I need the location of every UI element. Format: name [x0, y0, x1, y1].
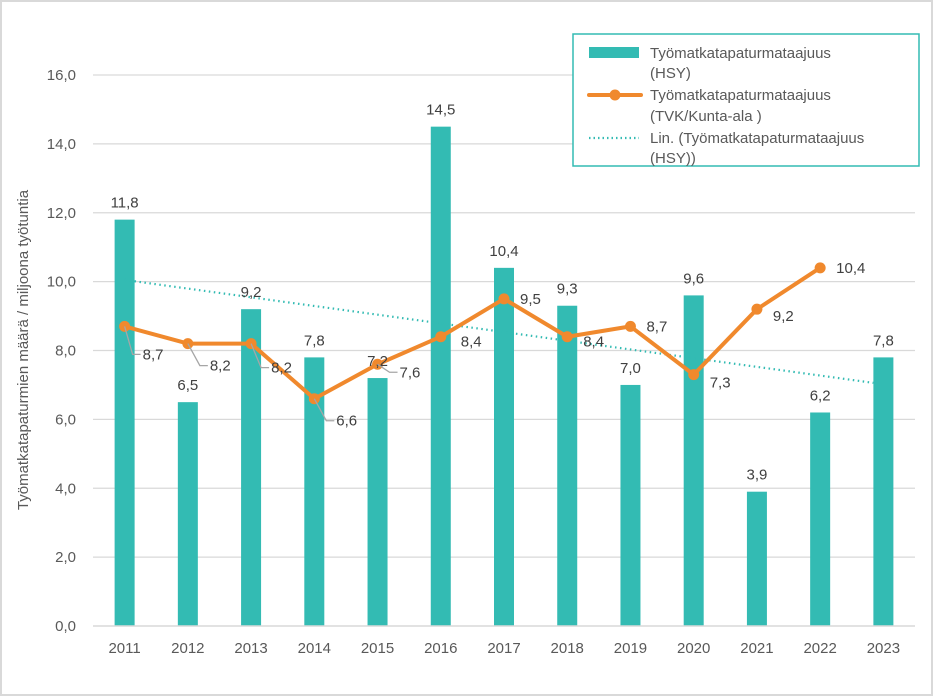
legend: Työmatkatapaturmataajuus (HSY) Työmatkat…	[572, 33, 920, 167]
line-marker	[751, 303, 763, 315]
x-tick-label: 2018	[551, 640, 584, 657]
trendline	[124, 278, 874, 384]
bar	[810, 412, 831, 626]
bar-data-label: 6,2	[810, 387, 831, 404]
x-tick-label: 2019	[614, 640, 647, 657]
y-tick-label: 6,0	[55, 411, 76, 428]
y-axis-ticks: 0,0 2,0 4,0 6,0 8,0 10,0 12,0 14,0 16,0	[47, 67, 76, 635]
y-tick-label: 12,0	[47, 205, 76, 222]
bar-data-labels: 11,8 6,5 9,2 7,8 7,2 14,5 10,4 9,3 7,0 9,6 3,9 6,2 7…	[111, 102, 894, 484]
bar-data-label: 11,8	[111, 195, 139, 212]
trendline-series	[124, 278, 874, 384]
legend-bar-label-1: Työmatkatapaturmataajuus	[650, 45, 831, 62]
y-tick-label: 4,0	[55, 480, 76, 497]
bar	[367, 378, 388, 626]
x-tick-label: 2011	[108, 640, 140, 657]
bar-data-label: 14,5	[426, 102, 455, 119]
y-tick-label: 0,0	[55, 618, 76, 635]
line-data-label: 8,7	[143, 346, 164, 363]
line-marker	[245, 338, 257, 350]
line-data-label: 8,2	[210, 358, 231, 375]
line-data-label: 9,5	[520, 291, 541, 308]
line-data-label: 8,7	[646, 318, 667, 335]
bar-data-label: 7,8	[304, 332, 325, 349]
line-data-labels: 8,7 8,2 8,2 6,6 7,6 8,4 9,5 8,4 8,7 7,3 9,2 10,4	[123, 260, 865, 430]
legend-bar-label-2: (HSY)	[650, 65, 691, 82]
line-data-label: 8,2	[271, 360, 292, 377]
x-tick-label: 2014	[298, 640, 331, 657]
bar	[114, 219, 135, 626]
line-data-label: 7,3	[710, 375, 731, 392]
bar	[620, 384, 641, 626]
x-tick-label: 2016	[424, 640, 457, 657]
line-path	[122, 265, 823, 401]
y-axis-label: Työmatkatapaturmien määrä / miljoona työ…	[15, 189, 32, 510]
line-data-label: 6,6	[336, 413, 357, 430]
y-tick-label: 16,0	[47, 67, 76, 84]
bar	[177, 402, 198, 626]
bar	[430, 126, 451, 626]
y-tick-label: 8,0	[55, 343, 76, 360]
bar-data-label: 9,6	[683, 270, 704, 287]
line-data-label: 9,2	[773, 308, 794, 325]
legend-line-marker	[609, 89, 621, 101]
line-marker	[561, 331, 573, 343]
leader-line	[377, 363, 398, 373]
line-data-label: 8,4	[461, 334, 482, 351]
legend-bar-swatch	[589, 47, 639, 58]
line-series	[119, 262, 826, 405]
line-data-label: 7,6	[400, 364, 421, 381]
x-tick-label: 2022	[803, 640, 836, 657]
leader-line	[313, 398, 335, 422]
x-tick-label: 2021	[740, 640, 773, 657]
y-tick-label: 10,0	[47, 274, 76, 291]
line-marker	[814, 262, 826, 274]
bar-data-label: 10,4	[489, 243, 518, 260]
bar-data-label: 7,2	[367, 353, 388, 370]
legend-trendline-label-1: Lin. (Työmatkatapaturmataajuus	[650, 130, 864, 147]
x-tick-label: 2013	[234, 640, 267, 657]
y-tick-label: 2,0	[55, 549, 76, 566]
legend-trendline-label-2: (HSY))	[650, 150, 696, 167]
x-tick-label: 2020	[677, 640, 710, 657]
y-tick-label: 14,0	[47, 136, 76, 153]
bar	[873, 357, 894, 626]
legend-line-label-1: Työmatkatapaturmataajuus	[650, 87, 831, 104]
bar-data-label: 7,8	[873, 332, 894, 349]
leader-line	[187, 343, 208, 367]
x-axis-ticks: 2011 2012 2013 2014 2015 2016 2017 2018 2019 2020…	[108, 640, 900, 657]
line-marker	[688, 369, 700, 381]
bar	[746, 491, 767, 626]
bar	[304, 357, 325, 626]
line-marker	[498, 293, 510, 305]
bar	[494, 267, 514, 626]
x-tick-label: 2017	[487, 640, 520, 657]
bar-data-label: 7,0	[620, 360, 641, 377]
legend-line-label-2: (TVK/Kunta-ala )	[650, 108, 762, 125]
leader-line	[250, 343, 270, 369]
x-tick-label: 2012	[171, 640, 204, 657]
x-tick-label: 2015	[361, 640, 394, 657]
line-data-label: 8,4	[583, 334, 604, 351]
x-tick-label: 2023	[867, 640, 900, 657]
bar-data-label: 9,2	[241, 284, 262, 301]
leader-line	[123, 326, 141, 356]
line-marker	[435, 331, 447, 343]
bar-data-label: 3,9	[746, 467, 767, 484]
line-marker	[624, 320, 636, 332]
bar-data-label: 9,3	[557, 281, 578, 298]
bar-data-label: 6,5	[177, 377, 198, 394]
bar	[683, 295, 704, 626]
bar	[241, 309, 262, 626]
line-data-label: 10,4	[836, 260, 865, 277]
bar	[557, 305, 578, 626]
bar-series	[114, 126, 894, 626]
